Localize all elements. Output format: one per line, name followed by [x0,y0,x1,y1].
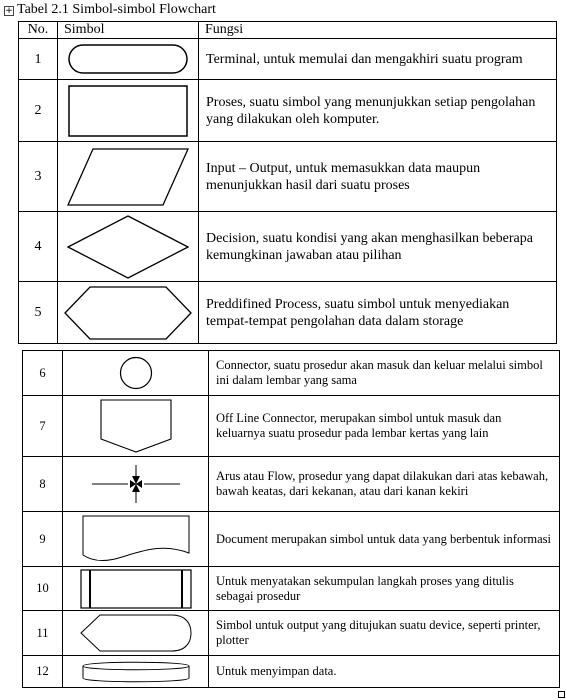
table-row: 10 Untuk menyatakan sekumpulan langkah p… [22,566,560,611]
table-row: 9 Document merupakan simbol untuk data y… [22,511,560,567]
row-number: 11 [22,610,63,656]
table-move-handle-icon[interactable]: + [4,6,14,16]
row-number: 4 [18,211,58,282]
row-description: Arus atau Flow, prosedur yang dapat dila… [208,456,560,512]
row-number: 2 [18,79,58,142]
row-description: Connector, suatu prosedur akan masuk dan… [208,350,560,396]
table-row: 2 Proses, suatu simbol yang menunjukkan … [18,79,557,142]
row-number: 12 [22,655,63,688]
table-row: 3 Input – Output, untuk memasukkan data … [18,141,557,212]
row-number: 3 [18,141,58,212]
terminal-symbol-icon [57,38,199,80]
connector-symbol-icon [62,350,209,396]
table-row: 5 Preddifined Process, suatu simbol untu… [18,281,557,344]
table-row: 4 Decision, suatu kondisi yang akan meng… [18,211,557,282]
row-description: Off Line Connector, merupakan simbol unt… [208,395,560,457]
row-number: 6 [22,350,63,396]
flowchart-symbols-table-part-2: 6 Connector, suatu prosedur akan masuk d… [22,350,560,688]
row-number: 7 [22,395,63,457]
resize-handle[interactable] [558,691,565,698]
table-row: 1 Terminal, untuk memulai dan mengakhiri… [18,38,557,80]
display-output-symbol-icon [62,610,209,656]
row-description: Input – Output, untuk memasukkan data ma… [198,141,557,212]
row-description: Decision, suatu kondisi yang akan mengha… [198,211,557,282]
row-number: 5 [18,281,58,344]
row-description: Simbol untuk output yang ditujukan suatu… [208,610,560,656]
row-description: Proses, suatu simbol yang menunjukkan se… [198,79,557,142]
header-symbol: Simbol [57,21,199,39]
row-number: 1 [18,38,58,80]
input-output-symbol-icon [57,141,199,212]
row-number: 8 [22,456,63,512]
row-number: 10 [22,566,63,611]
row-description: Terminal, untuk memulai dan mengakhiri s… [198,38,557,80]
table-row: 7 Off Line Connector, merupakan simbol u… [22,395,560,457]
storage-cylinder-symbol-icon [62,655,209,688]
table-row: 12 Untuk menyimpan data. [22,655,560,688]
table-row: 6 Connector, suatu prosedur akan masuk d… [22,350,560,396]
row-description: Document merupakan simbol untuk data yan… [208,511,560,567]
row-description: Untuk menyatakan sekumpulan langkah pros… [208,566,560,611]
row-description: Preddifined Process, suatu simbol untuk … [198,281,557,344]
table-row: 11 Simbol untuk output yang ditujukan su… [22,610,560,656]
decision-symbol-icon [57,211,199,282]
table-caption: Tabel 2.1 Simbol-simbol Flowchart [17,2,216,17]
row-number: 9 [22,511,63,567]
header-function: Fungsi [198,21,557,39]
header-no: No. [18,21,58,39]
table-row: 8 Arus atau Flow, prosedur yang dapat di… [22,456,560,512]
flowchart-symbols-table-part-1: No. Simbol Fungsi 1 Terminal, untuk memu… [18,21,557,344]
flow-arrows-symbol-icon [62,456,209,512]
process-symbol-icon [57,79,199,142]
document-symbol-icon [62,511,209,567]
subroutine-symbol-icon [62,566,209,611]
off-line-connector-symbol-icon [62,395,209,457]
predefined-process-symbol-icon [57,281,199,344]
table-header-row: No. Simbol Fungsi [18,21,557,39]
row-description: Untuk menyimpan data. [208,655,560,688]
